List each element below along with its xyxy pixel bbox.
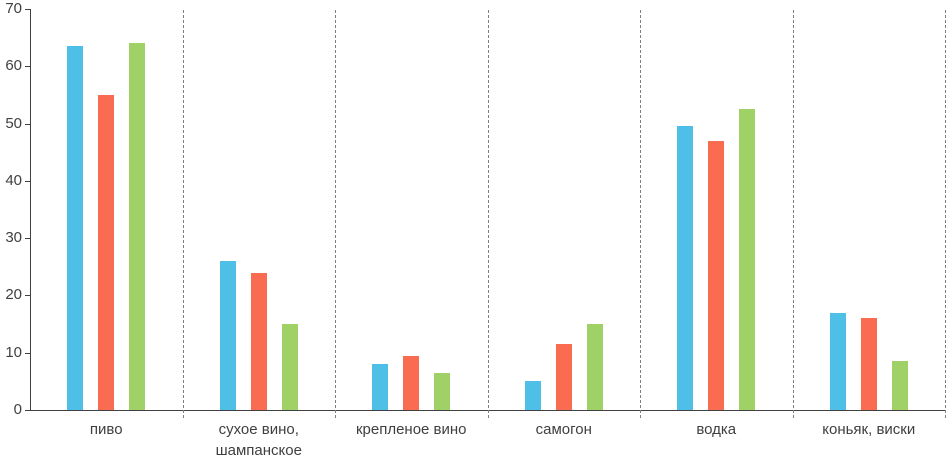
category-separator-line	[945, 10, 946, 418]
bar-series-green-2	[434, 373, 451, 410]
bar-series-green-1	[281, 324, 298, 410]
bar-series-blue-0	[67, 46, 84, 410]
category-separator-line	[793, 10, 794, 418]
y-axis-tick-label: 20	[5, 286, 22, 303]
bar-series-red-2	[403, 356, 420, 410]
x-axis-category-label: сухое вино, шампанское	[215, 421, 302, 456]
bar-series-green-3	[586, 324, 603, 410]
bar-series-green-5	[891, 361, 908, 410]
category-separator-line	[640, 10, 641, 418]
x-axis-category-label: крепленое вино	[355, 421, 467, 438]
bar-series-blue-1	[219, 261, 236, 410]
x-axis-category-label: пиво	[89, 421, 123, 438]
bar-group	[793, 313, 946, 410]
category-separator-line	[183, 10, 184, 418]
y-axis-line	[30, 9, 31, 411]
bar-series-red-0	[98, 95, 115, 410]
bar-series-green-4	[739, 109, 756, 410]
y-axis-tick-label: 40	[5, 172, 22, 189]
bar-group	[335, 356, 488, 410]
bar-series-red-5	[860, 318, 877, 410]
x-axis-category-label: водка	[696, 421, 737, 438]
y-axis-tick-label: 30	[5, 229, 22, 246]
bar-series-red-3	[555, 344, 572, 410]
y-axis-tick	[25, 295, 30, 296]
y-axis-tick	[25, 410, 30, 411]
bar-series-blue-4	[677, 126, 694, 410]
y-axis-tick-label: 0	[13, 401, 22, 418]
bar-group	[488, 324, 641, 410]
y-axis-tick	[25, 124, 30, 125]
bar-group	[183, 261, 336, 410]
bar-group	[640, 109, 793, 410]
y-axis-tick	[25, 66, 30, 67]
bar-series-blue-5	[829, 313, 846, 410]
bar-series-red-1	[250, 273, 267, 410]
x-axis-category-label: самогон	[535, 421, 592, 438]
bar-series-blue-2	[372, 364, 389, 410]
x-axis-line	[30, 410, 945, 411]
bar-series-red-4	[708, 141, 725, 410]
y-axis-tick	[25, 9, 30, 10]
y-axis-tick-label: 10	[5, 344, 22, 361]
y-axis-tick-label: 50	[5, 115, 22, 132]
bar-series-blue-3	[524, 381, 541, 410]
y-axis-tick-label: 70	[5, 0, 22, 17]
y-axis-tick	[25, 181, 30, 182]
bar-group	[30, 43, 183, 410]
category-separator-line	[488, 10, 489, 418]
bar-series-green-0	[129, 43, 146, 410]
y-axis-tick	[25, 238, 30, 239]
y-axis-tick-label: 60	[5, 57, 22, 74]
y-axis-tick	[25, 353, 30, 354]
category-separator-line	[335, 10, 336, 418]
x-axis-category-label: коньяк, виски	[822, 421, 916, 438]
